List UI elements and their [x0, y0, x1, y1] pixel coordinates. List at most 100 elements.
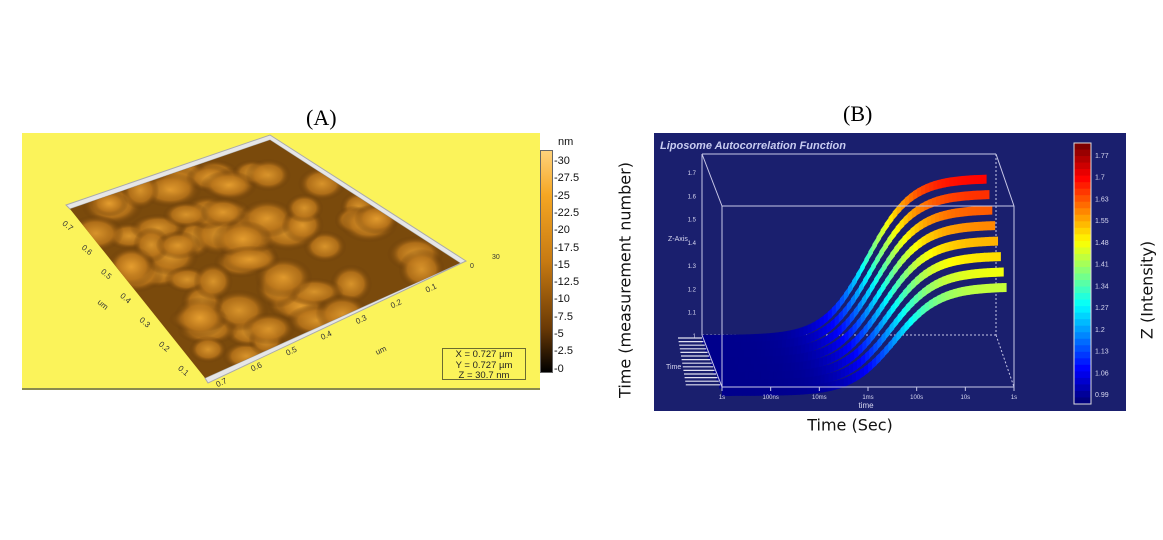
colorbar-segment: [1074, 221, 1091, 229]
surface-segment: [816, 375, 822, 385]
surface-segment: [762, 333, 768, 343]
y-tick-label: 0.6: [80, 243, 95, 257]
surface-segment: [956, 239, 962, 250]
surface-segment: [975, 253, 981, 263]
colorbar-tick-label: 1.7: [1095, 175, 1105, 182]
surface-segment: [879, 244, 884, 261]
surface-segment: [896, 328, 902, 343]
surface-segment: [974, 268, 980, 279]
surface-segment: [722, 357, 728, 367]
surface-segment: [955, 255, 961, 266]
surface-segment: [949, 289, 954, 300]
surface-segment: [767, 356, 773, 366]
surface-segment: [886, 252, 891, 268]
surface-segment: [788, 378, 793, 388]
surface-segment: [797, 369, 803, 380]
x-tick-label: 100s: [910, 395, 923, 401]
surface-segment: [943, 210, 948, 221]
surface-grain: [398, 248, 445, 290]
surface-segment: [894, 241, 899, 257]
surface-segment: [951, 208, 956, 219]
surface-segment: [945, 225, 951, 236]
surface-segment: [985, 236, 990, 247]
colorbar-tick-label: -0: [554, 362, 564, 375]
surface-segment: [941, 178, 947, 189]
surface-segment: [776, 347, 782, 358]
surface-segment: [798, 336, 803, 347]
surface-segment: [789, 370, 794, 380]
surface-segment: [756, 371, 762, 381]
surface-segment: [876, 351, 881, 366]
colorbar-segment: [1074, 351, 1091, 359]
surface-segment: [732, 372, 738, 382]
surface-segment: [722, 334, 727, 344]
colorbar-segment: [1074, 377, 1091, 385]
surface-segment: [851, 336, 857, 350]
surface-segment: [706, 334, 711, 344]
surface-segment: [759, 356, 764, 366]
surface-segment: [738, 386, 743, 396]
surface-segment: [975, 206, 981, 216]
surface-segment: [888, 211, 894, 227]
surface-segment: [973, 237, 978, 247]
surface-segment: [859, 279, 864, 296]
surface-segment: [821, 336, 826, 348]
colorbar-segment: [1074, 280, 1091, 288]
surface-segment: [970, 269, 976, 279]
surface-series: [710, 221, 996, 367]
surface-grain: [285, 193, 324, 223]
surface-segment: [978, 221, 983, 231]
surface-segment: [913, 240, 919, 253]
surface-segment: [812, 350, 817, 361]
surface-segment: [890, 247, 895, 262]
surface-segment: [810, 359, 816, 370]
colorbar-tick-label: -10: [554, 293, 570, 306]
surface-segment: [888, 338, 893, 352]
surface-segment: [782, 386, 788, 396]
surface-segment: [920, 303, 926, 317]
surface-segment: [963, 207, 968, 217]
surface-segment: [936, 244, 942, 256]
surface-segment: [861, 292, 867, 308]
surface-segment: [734, 357, 740, 367]
surface-segment: [924, 250, 930, 262]
surface-segment: [937, 293, 942, 305]
surface-segment: [801, 369, 807, 379]
surface-segment: [725, 342, 730, 352]
surface-segment: [974, 221, 979, 232]
surface-segment: [751, 379, 757, 389]
surface-segment: [986, 221, 992, 231]
colorbar-tick-label: 1.34: [1095, 283, 1109, 290]
surface-segment: [902, 232, 908, 246]
x-tick-label: 10s: [960, 395, 970, 401]
surface-segment: [896, 201, 902, 216]
surface-segment: [769, 371, 774, 381]
surface-segment: [788, 346, 794, 357]
x-axis-inner-label: time: [858, 401, 874, 410]
surface-segment: [932, 246, 938, 258]
surface-segment: [845, 315, 851, 329]
surface-segment: [899, 217, 905, 231]
surface-segment: [843, 343, 848, 356]
surface-segment: [906, 228, 912, 242]
surface-segment: [799, 353, 805, 363]
surface-segment: [856, 315, 862, 331]
colorbar-tick-label: 1.27: [1095, 305, 1109, 312]
surface-segment: [823, 311, 829, 325]
surface-segment: [880, 347, 885, 361]
surface-segment: [864, 304, 870, 320]
surface-segment: [855, 331, 861, 346]
surface-grain: [162, 201, 210, 228]
surface-segment: [906, 281, 912, 296]
surface-segment: [950, 272, 956, 283]
surface-segment: [872, 292, 878, 308]
surface-segment: [929, 230, 935, 242]
surface-segment: [745, 364, 751, 374]
surface-segment: [968, 190, 974, 201]
surface-grain: [200, 170, 256, 200]
surface-segment: [734, 386, 739, 396]
surface-segment: [965, 175, 971, 185]
colorbar-segment: [1074, 253, 1091, 261]
surface-segment: [973, 284, 979, 295]
surface-segment: [959, 254, 965, 265]
